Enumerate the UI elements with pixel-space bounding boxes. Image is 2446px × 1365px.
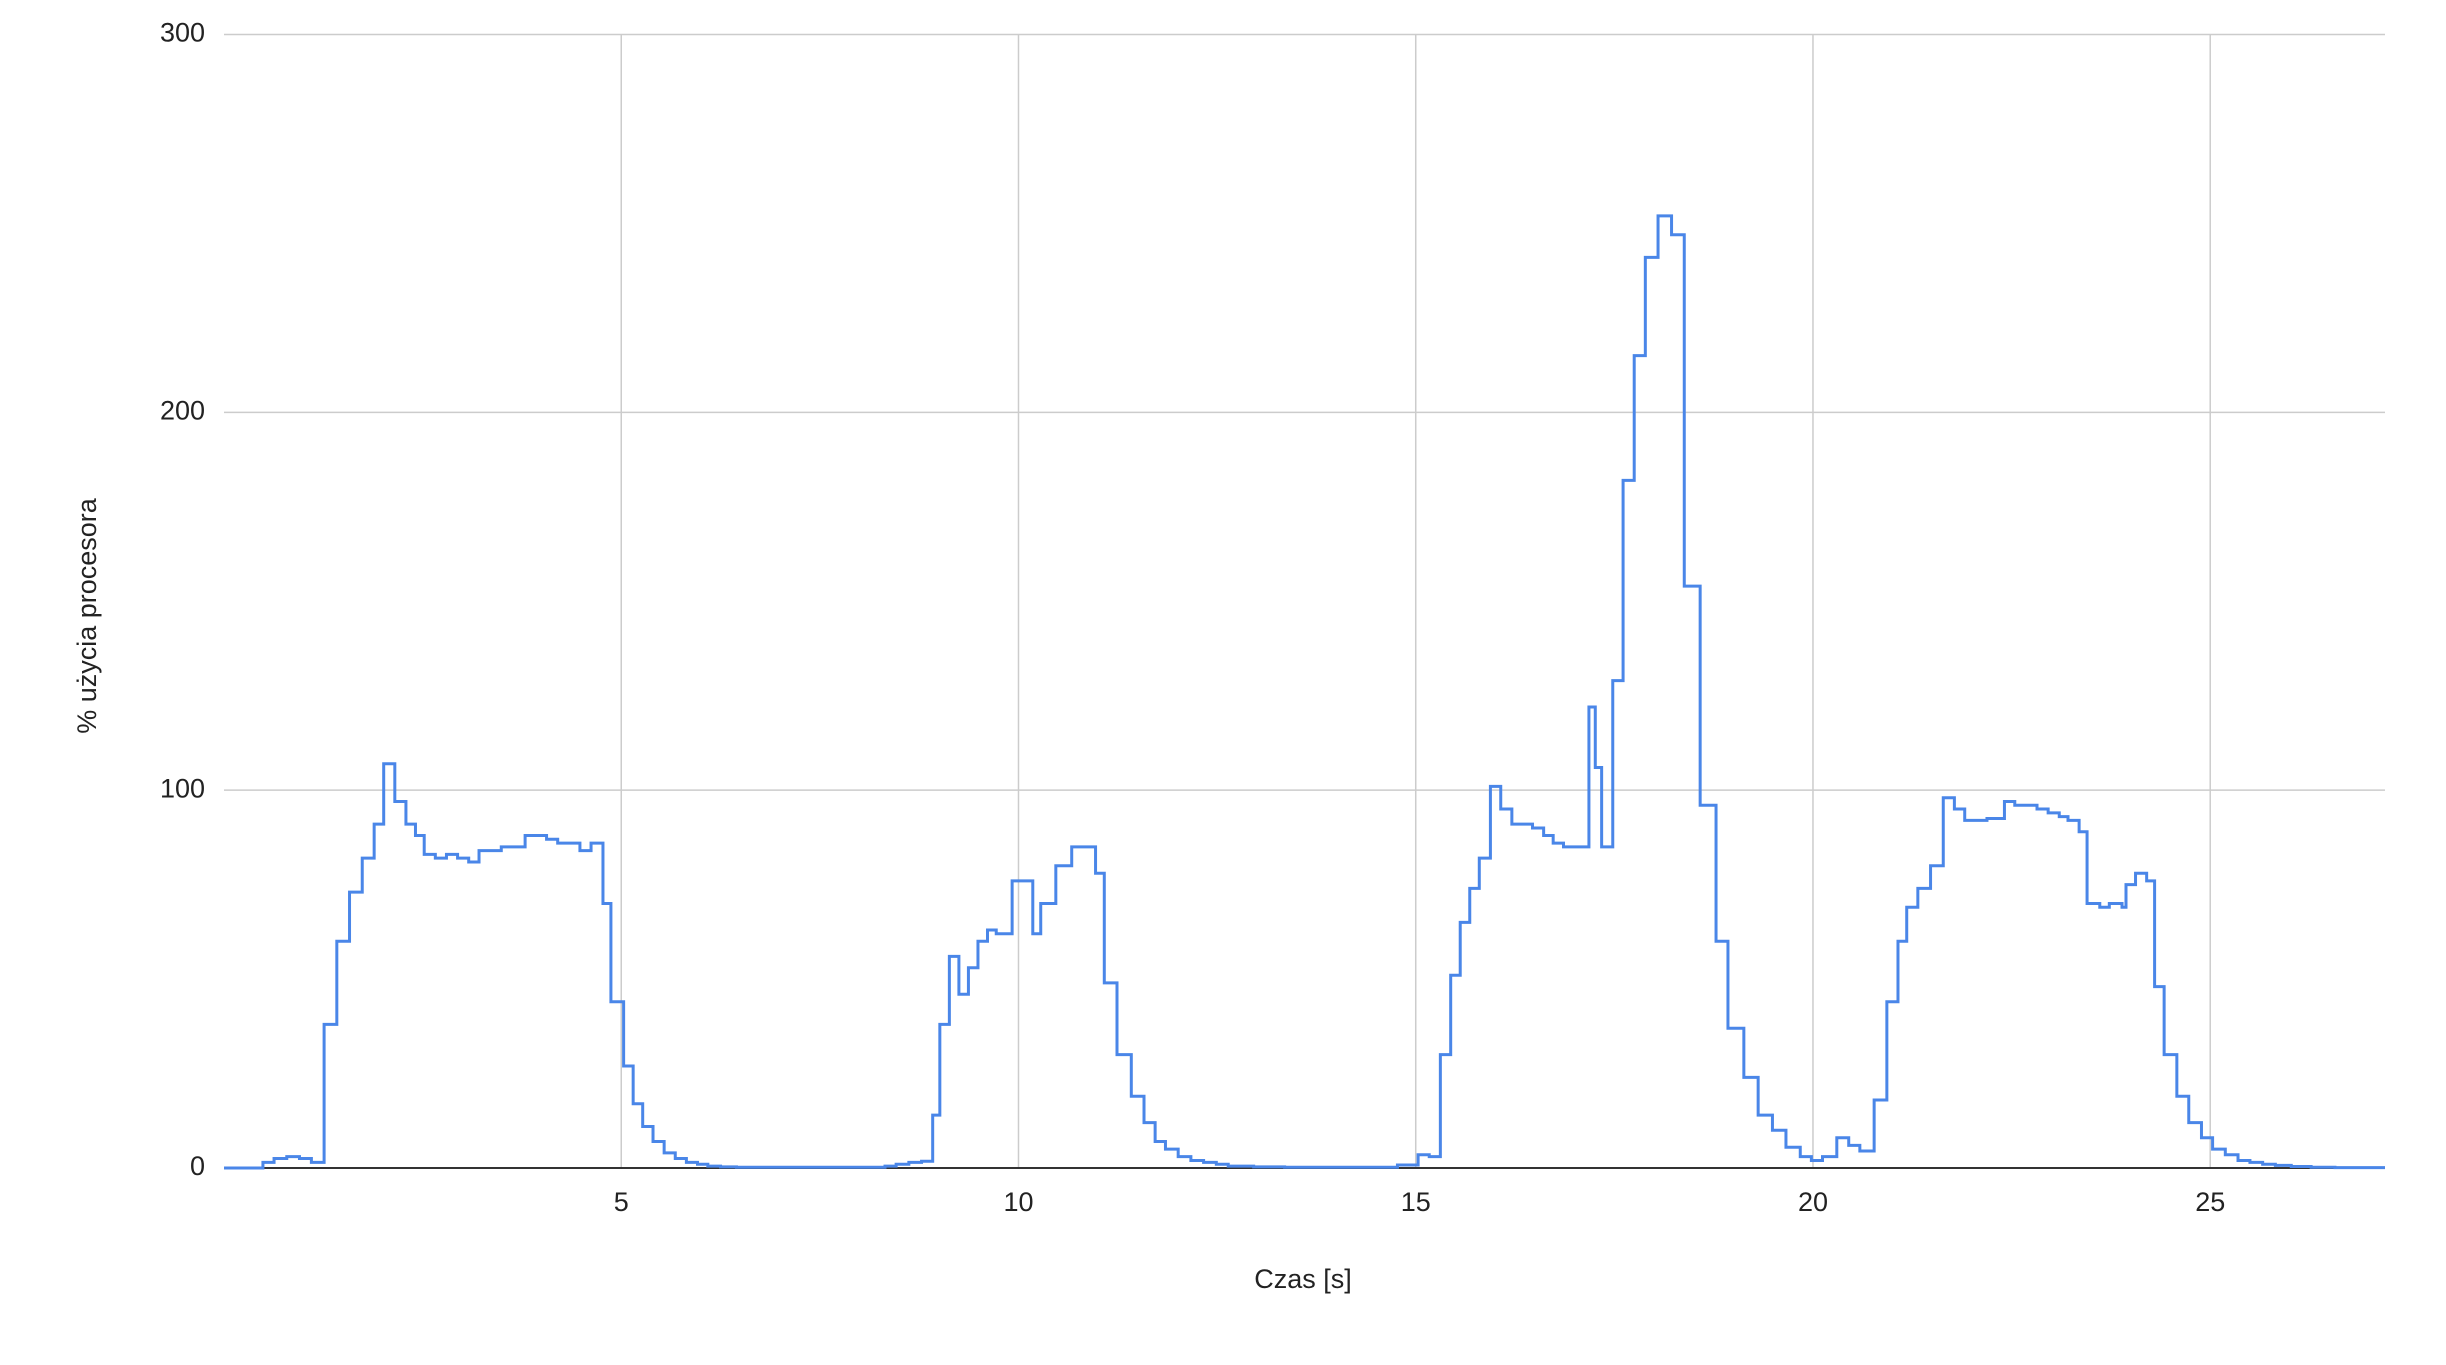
y-tick-label: 300 bbox=[160, 18, 205, 48]
y-tick-label: 200 bbox=[160, 395, 205, 425]
x-tick-label: 20 bbox=[1798, 1187, 1828, 1217]
y-tick-label: 0 bbox=[190, 1151, 205, 1181]
x-tick-label: 25 bbox=[2195, 1187, 2225, 1217]
x-tick-label: 5 bbox=[614, 1187, 629, 1217]
data-line bbox=[224, 214, 2385, 1170]
y-axis-label: % użycia procesora bbox=[72, 497, 102, 734]
x-tick-label: 10 bbox=[1003, 1187, 1033, 1217]
x-axis-label: Czas [s] bbox=[1254, 1264, 1352, 1294]
x-tick-label: 15 bbox=[1401, 1187, 1431, 1217]
y-tick-label: 100 bbox=[160, 773, 205, 803]
